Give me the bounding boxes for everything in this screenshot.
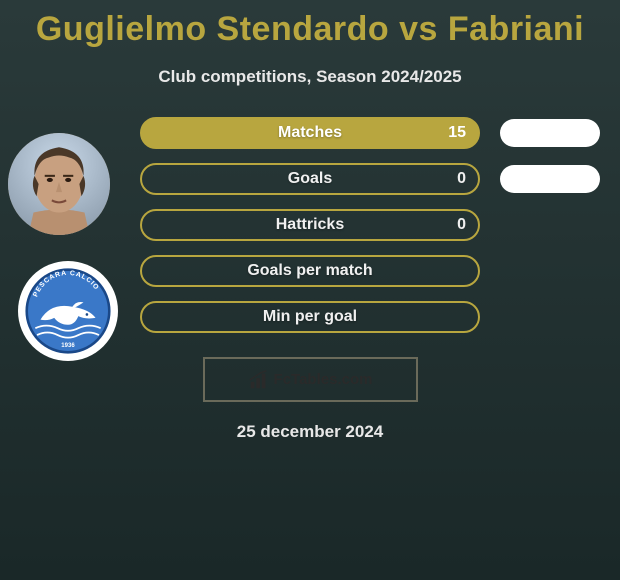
stat-label: Goals per match: [247, 262, 372, 280]
date-label: 25 december 2024: [237, 422, 384, 442]
stat-value: 0: [457, 170, 466, 188]
stat-row-matches: Matches 15: [0, 117, 620, 149]
page-title: Guglielmo Stendardo vs Fabriani: [36, 10, 584, 49]
stat-row-min-per-goal: Min per goal: [0, 301, 620, 333]
chart-bar-icon: [248, 369, 270, 391]
fctables-watermark[interactable]: FcTables.com: [203, 357, 418, 402]
fctables-label: FcTables.com: [274, 371, 373, 388]
comparison-card: Guglielmo Stendardo vs Fabriani Club com…: [0, 0, 620, 442]
stat-label: Matches: [278, 124, 342, 142]
stat-value: 0: [457, 216, 466, 234]
stat-bar: Hattricks 0: [140, 209, 480, 241]
stat-label: Hattricks: [276, 216, 344, 234]
right-pill: [500, 165, 600, 193]
stat-row-goals-per-match: Goals per match: [0, 255, 620, 287]
stats-area: PESCARA CALCIO 1936 Matches 15: [0, 117, 620, 442]
stat-label: Min per goal: [263, 308, 357, 326]
stat-bar: Matches 15: [140, 117, 480, 149]
svg-text:1936: 1936: [61, 343, 75, 349]
right-pill: [500, 119, 600, 147]
stat-label: Goals: [288, 170, 332, 188]
stat-value: 15: [448, 124, 466, 142]
stat-bar: Min per goal: [140, 301, 480, 333]
stat-bar: Goals per match: [140, 255, 480, 287]
stat-row-hattricks: Hattricks 0: [0, 209, 620, 241]
subtitle: Club competitions, Season 2024/2025: [158, 67, 461, 87]
stat-row-goals: Goals 0: [0, 163, 620, 195]
stat-bar: Goals 0: [140, 163, 480, 195]
